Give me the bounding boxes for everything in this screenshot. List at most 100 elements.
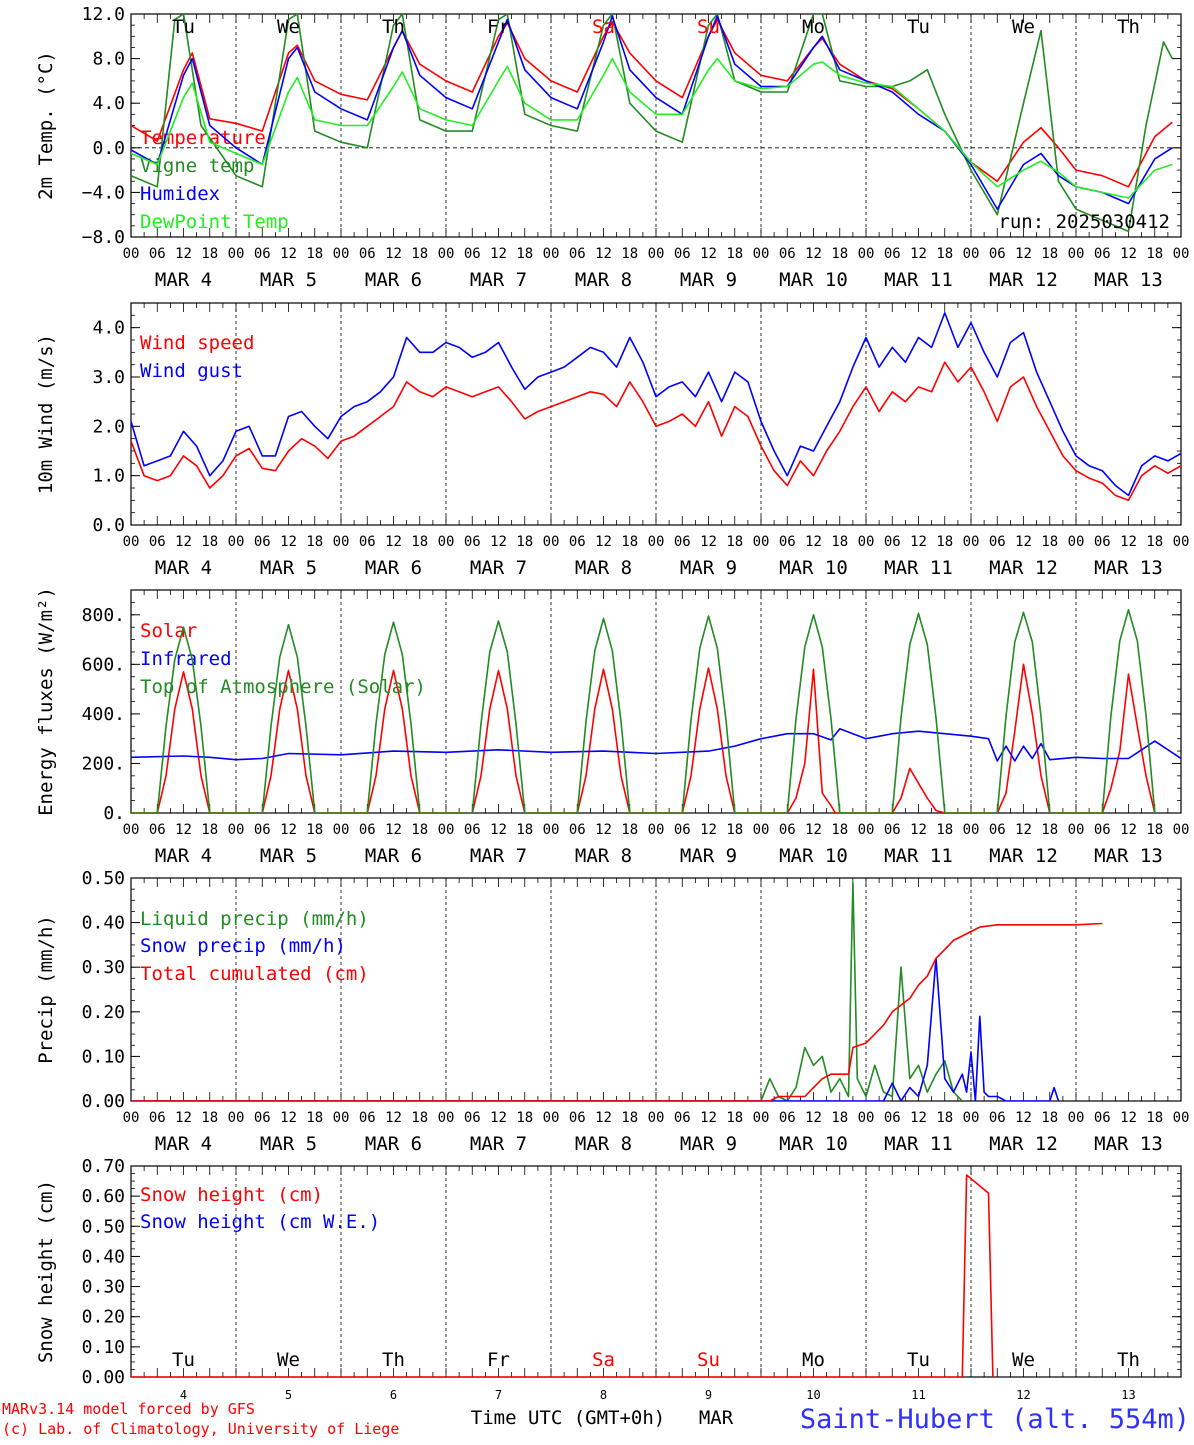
hour-label: 12 (490, 534, 507, 550)
legend-label: Snow precip (mm/h) (140, 935, 346, 957)
hour-label: 06 (989, 822, 1006, 838)
hour-label: 12 (1015, 246, 1032, 262)
weekday-label: Tu (172, 1349, 195, 1371)
date-label: MAR 8 (575, 269, 632, 291)
y-tick-label: 0.20 (82, 1002, 125, 1023)
hour-label: 06 (464, 1110, 481, 1126)
hour-label: 00 (753, 534, 770, 550)
hour-label: 06 (464, 246, 481, 262)
hour-label: 00 (228, 534, 245, 550)
hour-label: 18 (306, 246, 323, 262)
date-label: MAR 12 (989, 557, 1058, 579)
hour-label: 06 (1094, 822, 1111, 838)
hour-label: 06 (254, 1110, 271, 1126)
y-tick-label: 0.70 (82, 1156, 125, 1177)
legend-label: Solar (140, 620, 197, 642)
hour-label: 06 (779, 1110, 796, 1126)
panel-frame (130, 589, 1182, 814)
date-label: MAR 13 (1094, 557, 1163, 579)
hour-label: 06 (569, 1110, 586, 1126)
y-tick-label: −8.0 (82, 227, 125, 248)
series-line (131, 608, 1156, 813)
hour-label: 00 (858, 822, 875, 838)
hour-label: 18 (411, 822, 428, 838)
hour-label: 12 (1120, 822, 1137, 838)
hour-label: 12 (280, 822, 297, 838)
day-number-label: 8 (600, 1388, 607, 1402)
legend-label: Vigne temp (140, 155, 254, 177)
hour-label: 12 (700, 534, 717, 550)
hour-label: 00 (123, 246, 140, 262)
hour-label: 18 (936, 1110, 953, 1126)
y-axis-title: 2m Temp. (°C) (35, 51, 57, 200)
weekday-label: Sa (592, 16, 615, 38)
hour-label: 12 (385, 1110, 402, 1126)
series-line (131, 1174, 994, 1377)
y-tick-label: 0.0 (92, 515, 125, 536)
hour-label: 18 (936, 822, 953, 838)
y-tick-label: 0.0 (92, 138, 125, 159)
date-label: MAR 12 (989, 845, 1058, 867)
y-tick-label: 3.0 (92, 367, 125, 388)
legend-label: Wind gust (140, 360, 243, 382)
hour-label: 12 (595, 534, 612, 550)
weekday-label: Sa (592, 1349, 615, 1371)
date-label: MAR 8 (575, 557, 632, 579)
date-label: MAR 5 (260, 557, 317, 579)
x-axis-month: MAR (699, 1407, 734, 1429)
y-tick-label: 0.10 (82, 1046, 125, 1067)
y-tick-label: 2.0 (92, 416, 125, 437)
hour-label: 00 (123, 822, 140, 838)
hour-label: 18 (411, 1110, 428, 1126)
hour-label: 06 (1094, 246, 1111, 262)
weekday-label: Th (1117, 16, 1140, 38)
hour-label: 00 (858, 534, 875, 550)
hour-label: 06 (779, 822, 796, 838)
hour-label: 06 (1094, 1110, 1111, 1126)
hour-label: 06 (989, 534, 1006, 550)
day-number-label: 13 (1121, 1388, 1135, 1402)
legend-label: Humidex (140, 183, 220, 205)
hour-label: 00 (333, 534, 350, 550)
hour-label: 18 (201, 246, 218, 262)
hour-label: 18 (306, 822, 323, 838)
hour-label: 00 (1068, 246, 1085, 262)
y-tick-label: 0.40 (82, 1246, 125, 1267)
hour-label: 06 (569, 246, 586, 262)
hour-label: 18 (831, 246, 848, 262)
hour-label: 12 (595, 246, 612, 262)
hour-label: 00 (438, 822, 455, 838)
hour-label: 18 (936, 534, 953, 550)
hour-label: 12 (385, 822, 402, 838)
hour-label: 12 (280, 246, 297, 262)
hour-label: 12 (805, 1110, 822, 1126)
hour-label: 12 (490, 246, 507, 262)
hour-label: 12 (700, 246, 717, 262)
hour-label: 12 (1015, 1110, 1032, 1126)
day-number-label: 12 (1016, 1388, 1030, 1402)
date-label: MAR 13 (1094, 269, 1163, 291)
weekday-label: We (277, 1349, 300, 1371)
hour-label: 00 (123, 1110, 140, 1126)
hour-label: 00 (753, 822, 770, 838)
hour-label: 06 (989, 1110, 1006, 1126)
hour-label: 00 (543, 246, 560, 262)
weekday-label: Fr (487, 16, 510, 38)
hour-label: 12 (805, 246, 822, 262)
weekday-label: Mo (802, 1349, 825, 1371)
series-line (131, 881, 963, 1101)
series-line (131, 18, 1173, 188)
footer-lab: (c) Lab. of Climatology, University of L… (2, 1420, 399, 1438)
weekday-label: Su (697, 16, 720, 38)
y-tick-label: 0.10 (82, 1337, 125, 1358)
y-tick-label: 0.30 (82, 957, 125, 978)
series-line (131, 663, 1156, 813)
hour-label: 06 (359, 246, 376, 262)
y-tick-label: 400. (82, 704, 125, 725)
date-label: MAR 7 (470, 1133, 527, 1155)
hour-label: 12 (1120, 246, 1137, 262)
date-label: MAR 5 (260, 845, 317, 867)
series-line (131, 312, 1181, 497)
hour-label: 18 (726, 246, 743, 262)
